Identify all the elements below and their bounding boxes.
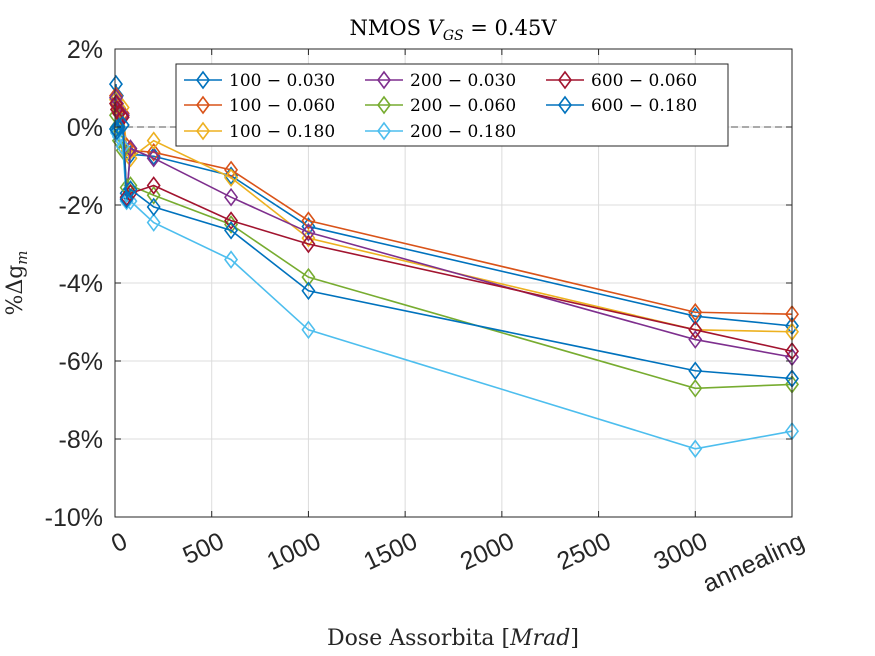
legend-marker bbox=[196, 95, 210, 115]
data-point-marker bbox=[224, 168, 239, 188]
legend-label: 600 − 0.180 bbox=[591, 96, 697, 116]
legend-marker bbox=[377, 95, 391, 115]
data-point-marker bbox=[224, 221, 239, 240]
y-tick-label: -2% bbox=[59, 192, 103, 220]
data-point-marker bbox=[115, 141, 130, 160]
legend-marker bbox=[377, 121, 391, 141]
data-point-marker bbox=[301, 281, 316, 301]
legend-item: 600 − 0.180 bbox=[546, 95, 697, 116]
legend-label: 100 − 0.030 bbox=[229, 71, 335, 91]
legend-label: 200 − 0.030 bbox=[410, 71, 516, 91]
legend-item: 100 − 0.030 bbox=[184, 70, 335, 91]
data-point-marker bbox=[688, 439, 703, 459]
y-tick-label: -6% bbox=[59, 348, 103, 376]
legend-label: 200 − 0.180 bbox=[410, 122, 516, 142]
legend-item: 200 − 0.180 bbox=[365, 121, 516, 142]
data-point-marker bbox=[115, 115, 130, 135]
data-point-marker bbox=[688, 330, 703, 349]
data-point-marker bbox=[146, 197, 161, 217]
y-tick-label: -4% bbox=[59, 270, 103, 298]
legend-label: 600 − 0.060 bbox=[591, 71, 697, 91]
y-axis-label: %Δgm bbox=[3, 250, 31, 315]
legend-label: 100 − 0.180 bbox=[229, 122, 335, 142]
data-point-marker bbox=[146, 176, 161, 195]
legend-label: 100 − 0.060 bbox=[229, 96, 335, 116]
legend-marker bbox=[196, 70, 210, 90]
legend-label: 200 − 0.060 bbox=[410, 96, 516, 116]
data-point-marker bbox=[301, 211, 316, 230]
data-point-marker bbox=[688, 302, 703, 322]
legend-box bbox=[175, 63, 729, 147]
data-point-marker bbox=[146, 213, 161, 232]
data-point-marker bbox=[688, 361, 703, 381]
y-tick-label: 0% bbox=[67, 114, 103, 142]
legend-item: 600 − 0.060 bbox=[546, 70, 697, 91]
x-axis-label: Dose Assorbita [Mrad] bbox=[327, 626, 579, 651]
legend-item: 100 − 0.060 bbox=[184, 95, 335, 116]
data-point-marker bbox=[688, 320, 703, 340]
data-point-marker bbox=[146, 143, 161, 162]
data-point-marker bbox=[224, 250, 239, 269]
legend-item: 100 − 0.180 bbox=[184, 121, 335, 142]
legend-marker bbox=[558, 70, 572, 90]
y-tick-label: -10% bbox=[45, 504, 103, 532]
data-point-marker bbox=[115, 137, 130, 156]
series-group bbox=[108, 74, 799, 459]
data-point-marker bbox=[688, 306, 703, 326]
legend-item: 200 − 0.060 bbox=[365, 95, 516, 116]
data-point-marker bbox=[123, 139, 138, 158]
data-point-marker bbox=[108, 94, 123, 113]
y-axis-ticks: 2% 0% -2% -4% -6% -8% -10% bbox=[45, 36, 792, 532]
data-point-marker bbox=[146, 148, 161, 168]
data-point-marker bbox=[123, 180, 138, 199]
data-point-marker bbox=[146, 131, 161, 150]
series bbox=[108, 115, 799, 388]
data-point-marker bbox=[301, 234, 316, 254]
data-point-marker bbox=[301, 320, 316, 340]
data-point-marker bbox=[688, 378, 703, 398]
data-point-marker bbox=[301, 267, 316, 287]
data-point-marker bbox=[146, 185, 161, 205]
y-tick-label: 2% bbox=[67, 36, 103, 64]
legend-marker bbox=[558, 95, 572, 115]
data-point-marker bbox=[123, 148, 138, 168]
data-point-marker bbox=[119, 187, 134, 207]
legend-item: 200 − 0.030 bbox=[365, 70, 516, 91]
legend-marker bbox=[377, 70, 391, 90]
chart-title: NMOS VGS = 0.45V bbox=[350, 16, 558, 44]
data-point-marker bbox=[224, 187, 239, 207]
legend-marker bbox=[196, 121, 210, 141]
legend: 100 − 0.030 100 − 0.060 100 − 0.180 200 − 0… bbox=[175, 63, 729, 147]
data-point-marker bbox=[301, 222, 316, 242]
y-tick-label: -8% bbox=[59, 426, 103, 454]
data-point-marker bbox=[224, 211, 239, 230]
